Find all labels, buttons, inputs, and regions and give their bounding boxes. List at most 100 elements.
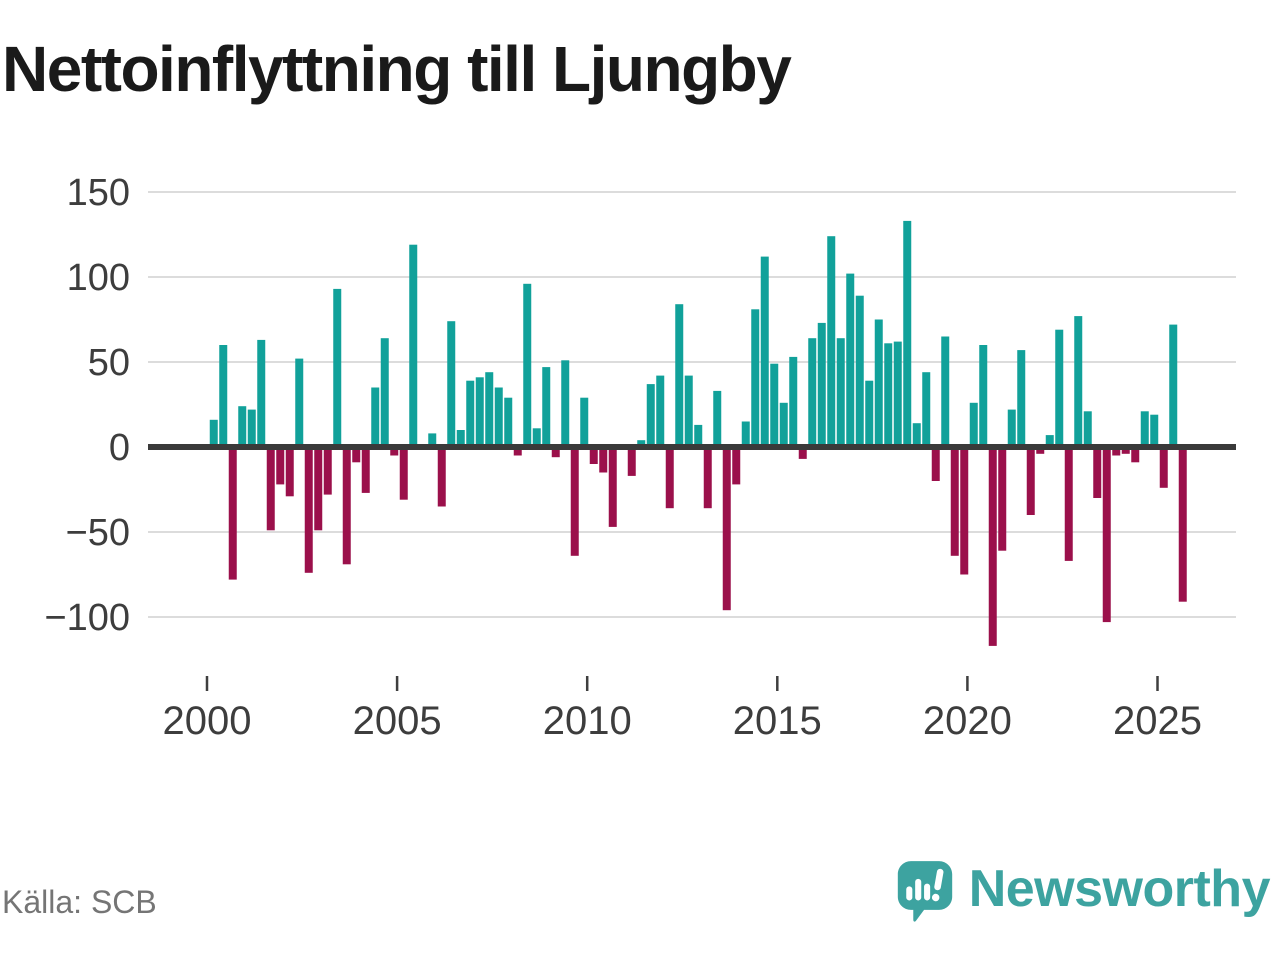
bar-2002Q1: [285, 447, 294, 497]
x-axis-label-2010: 2010: [543, 699, 632, 743]
bar-2012Q1: [665, 447, 674, 509]
bar-2025Q1: [1159, 447, 1168, 488]
y-axis-label-50: 50: [88, 342, 130, 384]
bar-2004Q1: [361, 447, 370, 493]
bar-2023Q1: [1083, 411, 1092, 447]
bar-2005Q1: [399, 447, 408, 500]
zero-axis-line: [148, 444, 1236, 450]
bar-2008Q1: [513, 447, 522, 456]
bar-2009Q3: [570, 447, 579, 556]
bar-2012Q3: [684, 375, 693, 447]
bar-2010Q2: [599, 447, 608, 473]
bar-2010Q1: [589, 447, 598, 464]
bar-2022Q1: [1045, 435, 1054, 447]
bar-2007Q2: [485, 372, 494, 447]
bar-2020Q3: [988, 447, 997, 646]
bar-2014Q1: [741, 421, 750, 447]
bar-2006Q1: [437, 447, 446, 507]
bar-2012Q4: [694, 424, 703, 447]
bar-2003Q1: [323, 447, 332, 495]
bar-2000Q2: [219, 345, 228, 447]
bar-2021Q2: [1017, 350, 1026, 447]
bar-2002Q2: [295, 358, 304, 447]
bar-2015Q3: [798, 447, 807, 459]
bar-2012Q2: [675, 304, 684, 447]
bar-2019Q3: [950, 447, 959, 556]
icon-exclamation: [931, 868, 944, 902]
bar-2020Q4: [998, 447, 1007, 551]
bar-2018Q2: [903, 220, 912, 447]
bar-2011Q4: [656, 375, 665, 447]
bar-2016Q3: [836, 338, 845, 447]
bar-2011Q1: [627, 447, 636, 476]
bar-2008Q2: [523, 283, 532, 447]
bar-2001Q4: [276, 447, 285, 485]
bar-2002Q3: [304, 447, 313, 573]
bar-2014Q4: [770, 363, 779, 447]
bar-2020Q2: [979, 345, 988, 447]
bar-2009Q2: [561, 360, 570, 447]
y-axis-label-150: 150: [67, 172, 130, 214]
bar-2007Q1: [475, 377, 484, 447]
bar-2022Q2: [1055, 329, 1064, 447]
bar-2008Q4: [542, 367, 551, 447]
bar-2015Q1: [779, 402, 788, 447]
bar-2021Q4: [1036, 447, 1045, 454]
bar-2024Q2: [1131, 447, 1140, 463]
bar-2021Q3: [1026, 447, 1035, 515]
bar-2024Q4: [1150, 414, 1159, 447]
bar-2023Q4: [1112, 447, 1121, 456]
bar-2011Q2: [637, 440, 646, 447]
bar-2018Q1: [893, 341, 902, 447]
icon-bar-2: [914, 878, 921, 901]
bar-2003Q4: [352, 447, 361, 463]
y-axis-label--50: −50: [66, 512, 130, 554]
bar-2000Q1: [209, 419, 218, 447]
bar-2014Q2: [751, 309, 760, 447]
bar-2000Q3: [228, 447, 237, 580]
x-axis-label-2005: 2005: [353, 699, 442, 743]
x-axis-label-2020: 2020: [923, 699, 1012, 743]
bar-2024Q1: [1121, 447, 1130, 454]
icon-bar-1: [905, 886, 913, 901]
bar-2005Q2: [409, 244, 418, 447]
bar-2013Q4: [732, 447, 741, 485]
bar-2004Q2: [371, 387, 380, 447]
bar-2022Q3: [1064, 447, 1073, 561]
x-axis-label-2025: 2025: [1113, 699, 1202, 743]
y-axis-label--100: −100: [44, 597, 130, 639]
bar-2021Q1: [1007, 409, 1016, 447]
bar-2007Q4: [504, 397, 513, 447]
bar-2011Q3: [646, 384, 655, 447]
bar-2009Q1: [551, 447, 560, 458]
icon-bar-3: [923, 883, 930, 901]
bar-2005Q4: [428, 433, 437, 447]
bar-2017Q1: [855, 295, 864, 447]
bar-2000Q4: [238, 406, 247, 447]
bar-2018Q4: [922, 372, 931, 447]
x-axis-label-2015: 2015: [733, 699, 822, 743]
bar-2019Q4: [960, 447, 969, 575]
bar-2009Q4: [580, 397, 589, 447]
bar-2019Q1: [931, 447, 940, 481]
y-axis-label-0: 0: [109, 427, 130, 469]
bar-2022Q4: [1074, 316, 1083, 447]
bar-2017Q3: [874, 319, 883, 447]
bar-2010Q3: [608, 447, 617, 527]
bar-2019Q2: [941, 336, 950, 447]
bar-2006Q2: [447, 321, 456, 447]
y-axis-label-100: 100: [67, 257, 130, 299]
bar-2014Q3: [760, 256, 769, 447]
bar-2013Q2: [713, 390, 722, 447]
newsworthy-logo: Newsworthy: [895, 858, 1271, 926]
bar-2020Q1: [969, 402, 978, 447]
bar-2004Q3: [380, 338, 389, 447]
bar-2001Q2: [257, 339, 266, 447]
bar-2025Q3: [1178, 447, 1187, 602]
bar-2025Q2: [1169, 324, 1178, 447]
source-note: Källa: SCB: [2, 884, 157, 920]
bar-2008Q3: [532, 428, 541, 447]
bar-2016Q1: [817, 322, 826, 447]
bar-2024Q3: [1140, 411, 1149, 447]
